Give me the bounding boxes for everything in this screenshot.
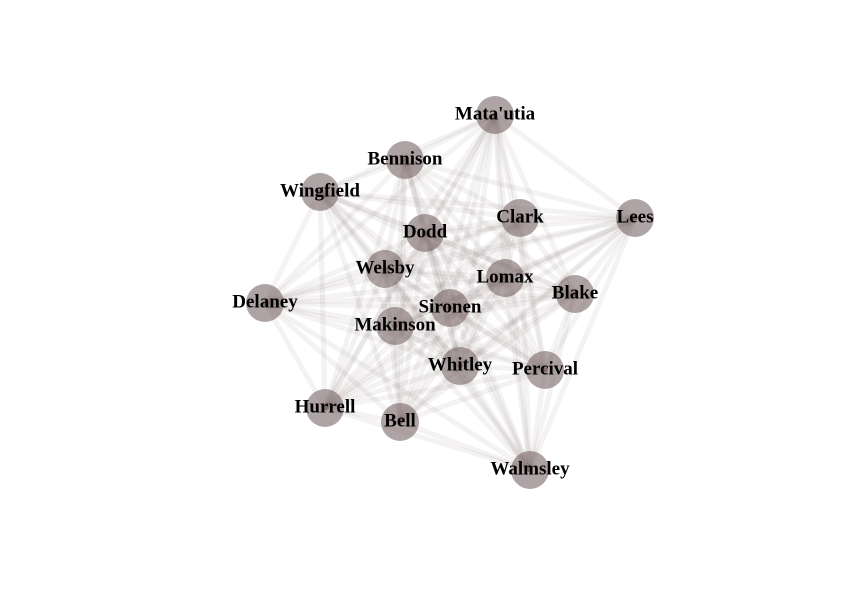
node-label-lomax: Lomax bbox=[477, 266, 535, 287]
node-label-delaney: Delaney bbox=[232, 291, 298, 312]
node-label-percival: Percival bbox=[512, 358, 578, 379]
node-label-bell: Bell bbox=[384, 410, 416, 431]
node-label-bennison: Bennison bbox=[368, 148, 443, 169]
node-label-clark: Clark bbox=[496, 206, 544, 227]
node-label-hurrell: Hurrell bbox=[295, 396, 356, 417]
node-label-dodd: Dodd bbox=[403, 221, 448, 242]
node-label-whitley: Whitley bbox=[428, 354, 493, 375]
network-graph: Mata'utia Bennison Wingfield Clark Lees Dodd W… bbox=[0, 0, 855, 607]
node-label-makinson: Makinson bbox=[354, 314, 436, 335]
node-label-walmsley: Walmsley bbox=[490, 458, 570, 479]
node-label-blake: Blake bbox=[552, 282, 598, 303]
node-label-wingfield: Wingfield bbox=[280, 180, 360, 201]
node-label-welsby: Welsby bbox=[355, 257, 415, 278]
node-label-matautia: Mata'utia bbox=[455, 103, 536, 124]
node-label-lees: Lees bbox=[617, 206, 654, 227]
